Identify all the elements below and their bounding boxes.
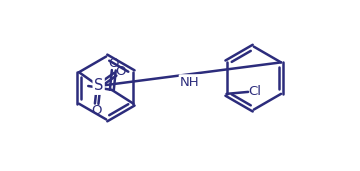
Text: S: S xyxy=(94,78,103,94)
Text: O: O xyxy=(91,104,102,117)
Text: O: O xyxy=(115,65,126,78)
Text: Cl: Cl xyxy=(248,85,262,98)
Text: O: O xyxy=(109,57,119,70)
Text: NH: NH xyxy=(180,76,200,89)
